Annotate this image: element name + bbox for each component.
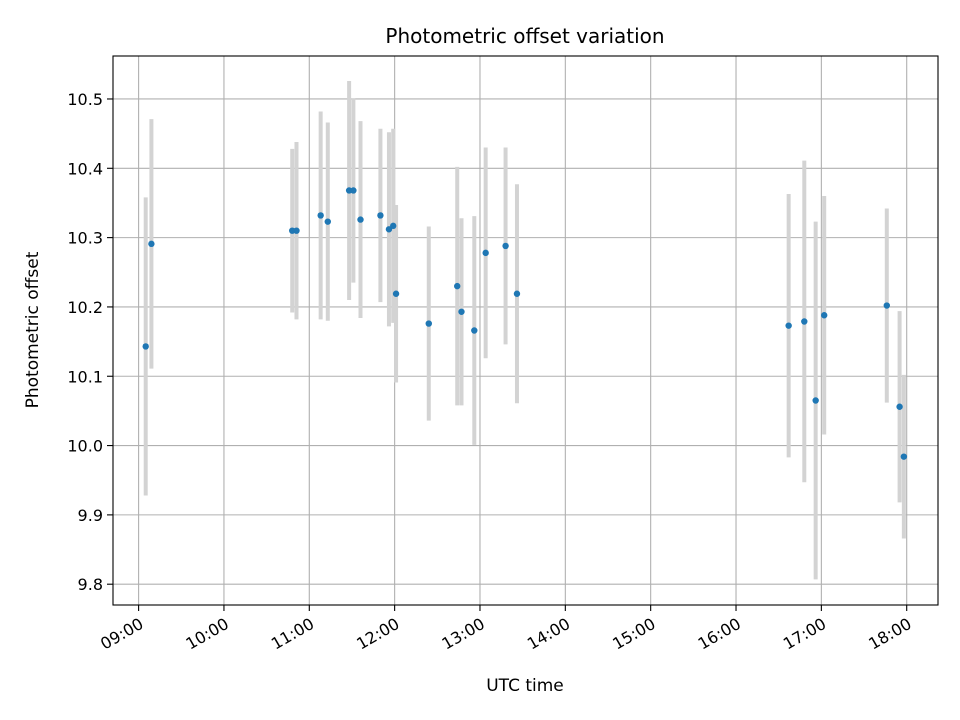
data-point <box>148 240 155 248</box>
data-point <box>454 282 461 290</box>
data-point <box>896 403 903 410</box>
data-point <box>357 216 364 223</box>
data-point <box>900 453 908 460</box>
y-tick-label: 10.2 <box>67 298 103 317</box>
data-point <box>502 242 509 250</box>
data-point <box>385 226 393 233</box>
data-point <box>471 327 478 334</box>
data-point <box>377 212 384 219</box>
data-point <box>324 218 331 225</box>
data-point <box>142 343 149 350</box>
data-points <box>142 187 908 460</box>
y-tick-label: 10.3 <box>67 229 103 248</box>
y-tick-label: 10.5 <box>67 90 103 109</box>
data-point <box>513 290 521 297</box>
grid-lines <box>113 56 938 605</box>
data-point <box>317 212 324 219</box>
y-tick-label: 10.4 <box>67 159 103 178</box>
y-tick-label: 10.1 <box>67 367 103 386</box>
data-point <box>392 290 400 297</box>
y-tick-label: 9.9 <box>78 506 103 525</box>
data-point <box>350 187 357 194</box>
data-point <box>390 222 397 230</box>
data-point <box>482 249 489 257</box>
y-tick-label: 9.8 <box>78 575 103 594</box>
y-tick-label: 10.0 <box>67 437 103 456</box>
data-point <box>785 322 792 329</box>
y-axis-ticks: 9.8 9.9 10.0 10.1 10.2 10.3 10.4 10.5 <box>67 90 113 594</box>
y-axis-label: Photometric offset <box>23 251 43 408</box>
x-axis-label: UTC time <box>486 676 564 696</box>
data-point <box>458 308 465 315</box>
data-point <box>883 302 890 309</box>
data-point <box>812 397 819 404</box>
plot-area <box>113 56 938 605</box>
data-point <box>425 320 432 327</box>
chart-title: Photometric offset variation <box>385 24 664 48</box>
data-point <box>821 312 828 319</box>
plot-frame <box>112 55 939 606</box>
data-point <box>293 227 300 234</box>
data-point <box>801 318 808 325</box>
